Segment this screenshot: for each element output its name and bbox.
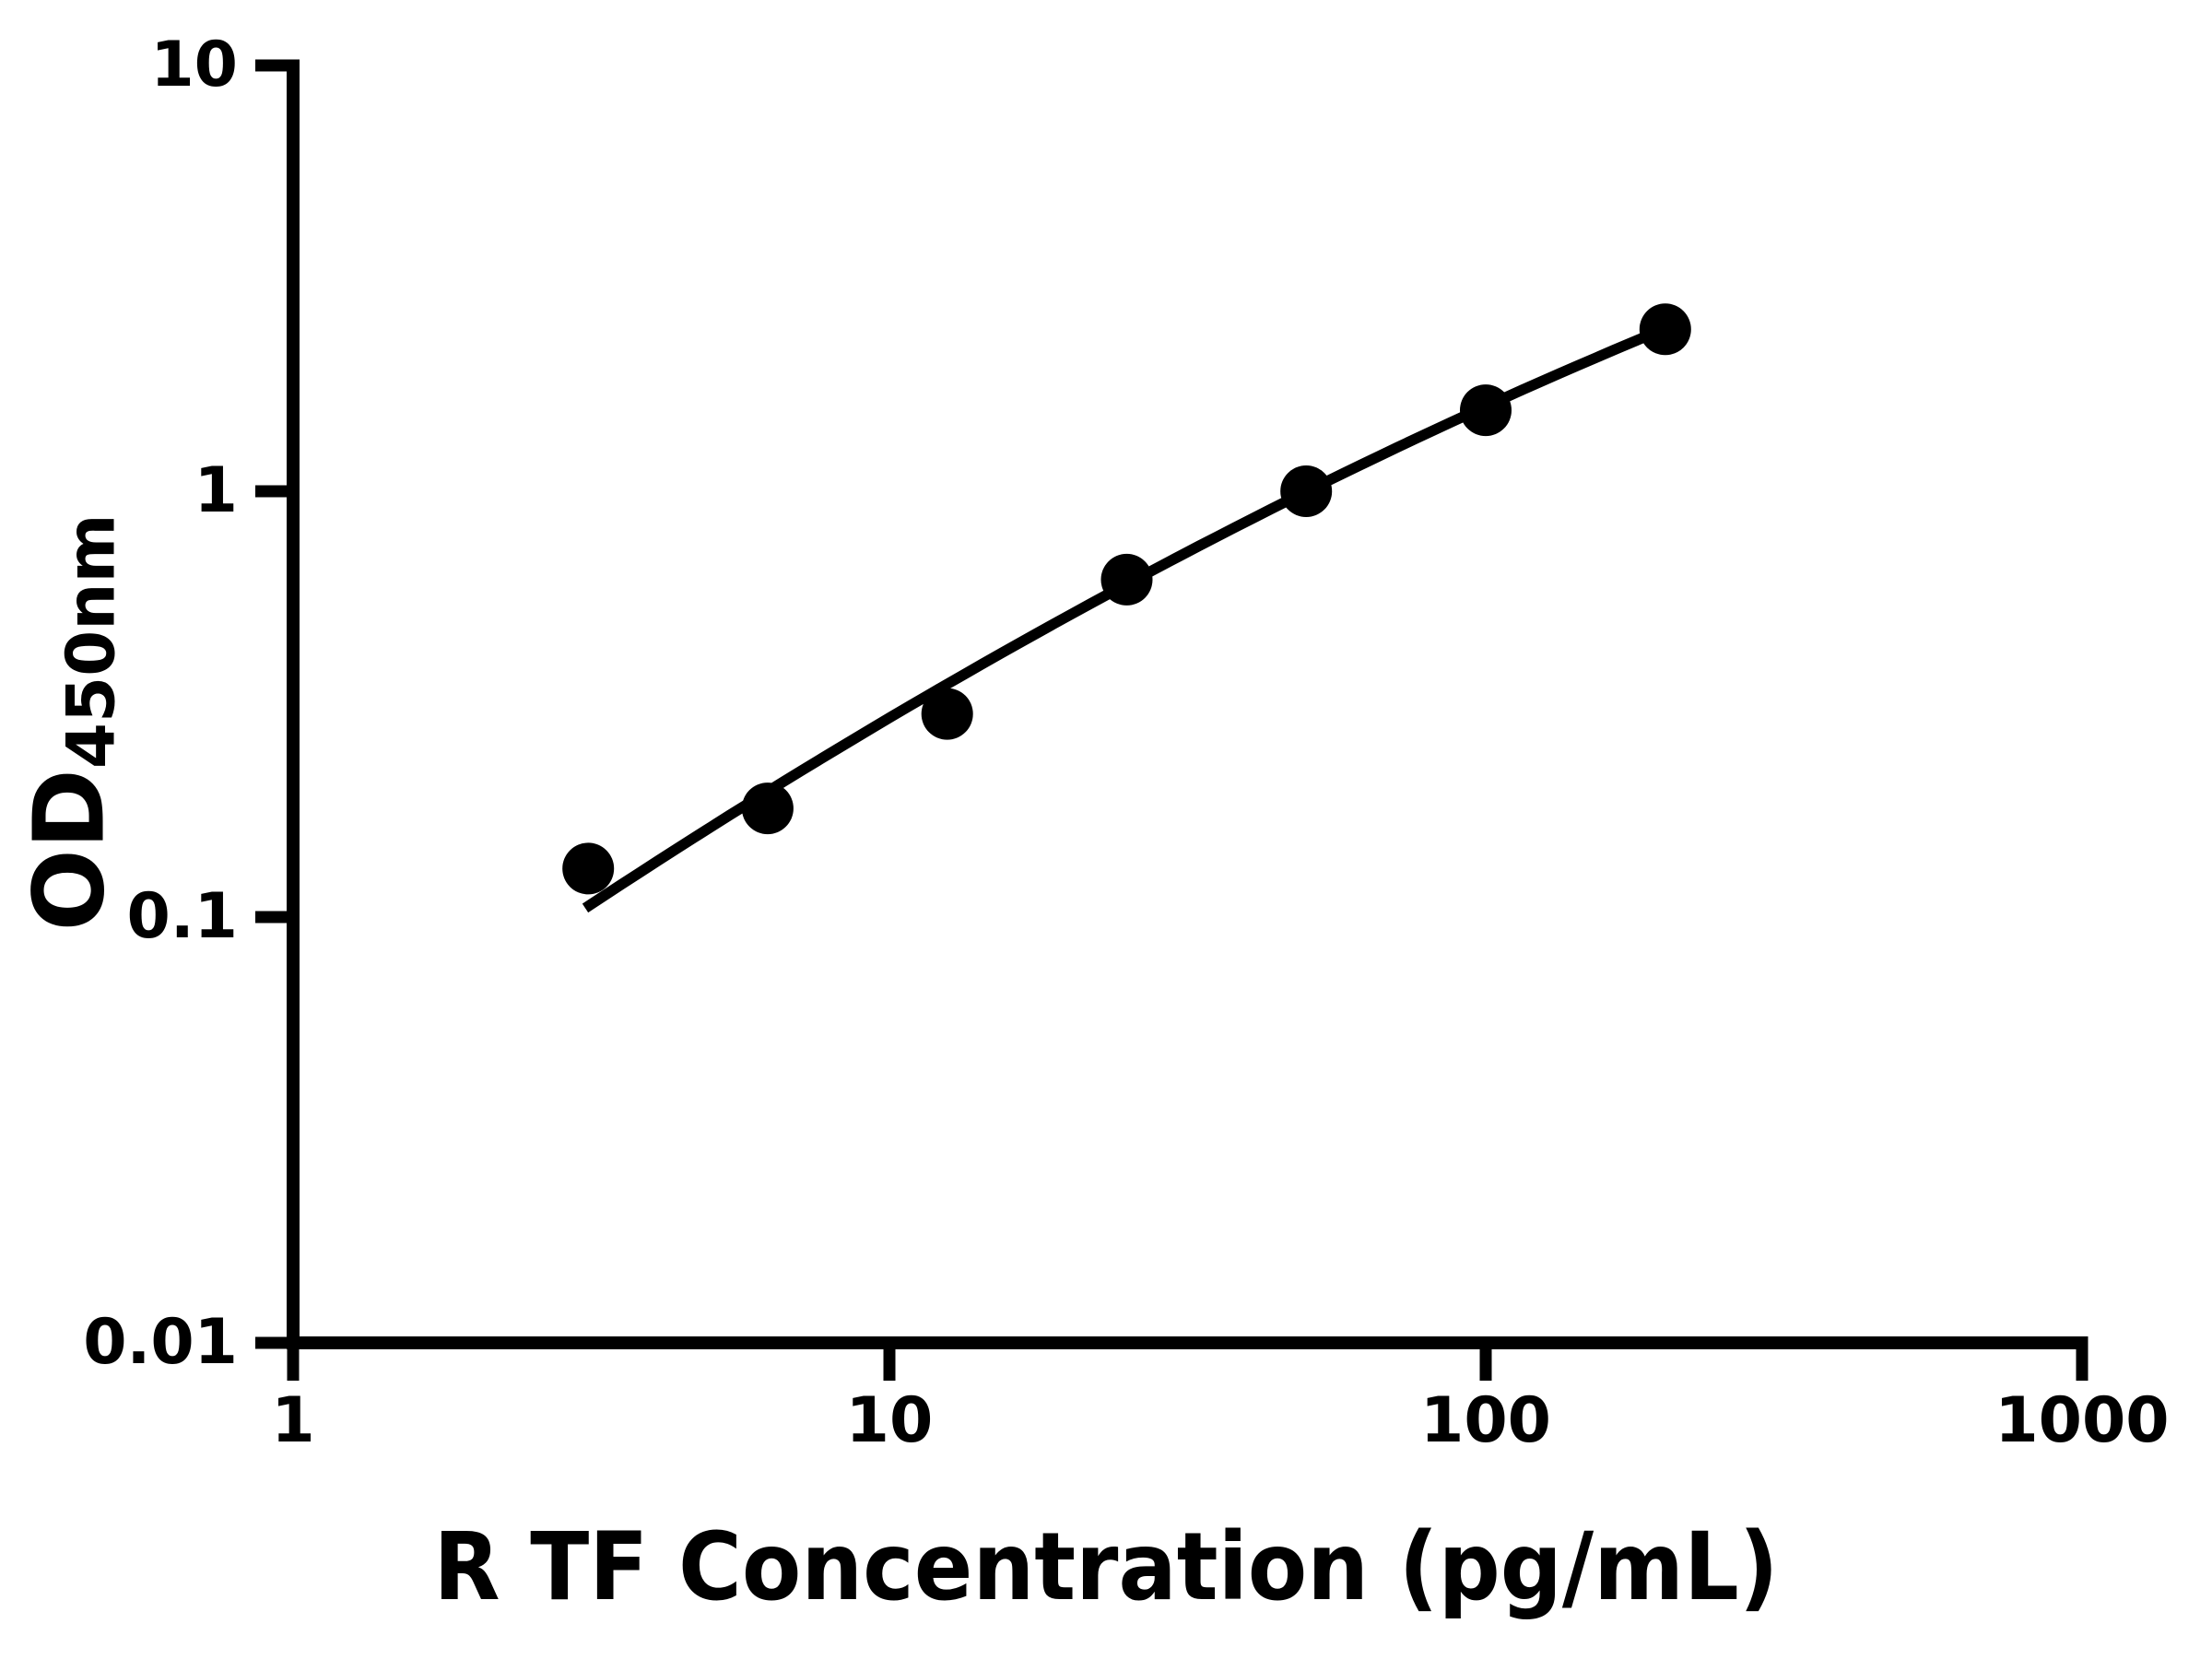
x-axis-title: R TF Concentration (pg/mL): [433, 1512, 1779, 1622]
y-tick-label-0.01: 0.01: [83, 1306, 238, 1379]
data-point-x50: [1280, 465, 1333, 517]
data-point-x25: [1100, 553, 1153, 606]
y-axis-title: OD450nm: [14, 514, 130, 932]
y-axis-title-main: OD: [13, 769, 126, 932]
axes-layer: [255, 59, 2088, 1381]
x-tick-label-10: 10: [845, 1384, 934, 1457]
data-points-layer: [562, 303, 1691, 895]
data-point-x200: [1639, 303, 1691, 356]
x-tick-label-1: 1: [271, 1384, 315, 1457]
y-axis-title-subscript: 450nm: [52, 513, 130, 770]
y-tick-label-0.1: 0.1: [126, 880, 238, 953]
data-point-x100: [1460, 384, 1512, 437]
x-tick-label-100: 100: [1420, 1384, 1551, 1457]
x-tick-label-1000: 1000: [1994, 1384, 2170, 1457]
data-point-x6.25: [741, 782, 794, 835]
y-tick-label-1: 1: [194, 454, 238, 527]
data-point-x3.125: [562, 842, 615, 895]
data-point-x12.5: [921, 688, 973, 740]
y-tick-label-10: 10: [150, 29, 238, 101]
